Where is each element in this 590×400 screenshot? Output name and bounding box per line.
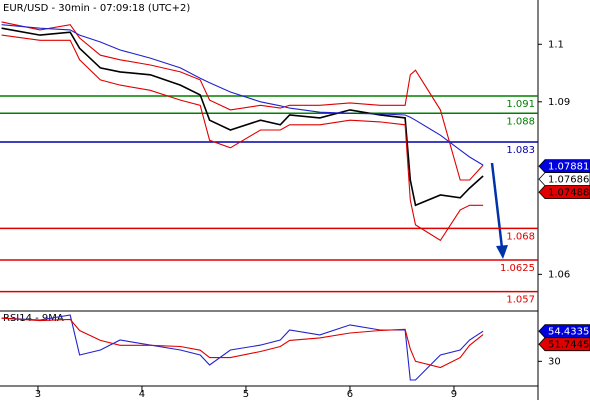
price-tag: 54.4335 (538, 324, 590, 339)
x-tick-label: 6 (347, 389, 353, 400)
price-tag-label: 1.07881 (548, 162, 589, 173)
y-tick-label: 30 (548, 356, 561, 367)
y-tick-label: 1.09 (548, 97, 570, 108)
price-tag-label: 1.07488 (548, 188, 589, 199)
x-tick-label: 3 (35, 389, 41, 400)
level-label: 1.083 (506, 145, 535, 156)
price-tag-box (538, 337, 590, 352)
price-tag-box (538, 185, 590, 200)
price-tag-box (538, 159, 590, 174)
x-tick-label: 5 (243, 389, 249, 400)
x-tick-label: 4 (139, 389, 145, 400)
price-tag: 51.7445 (538, 337, 590, 352)
series-line (1, 314, 484, 381)
series-line (1, 24, 484, 166)
price-tag-box (538, 172, 590, 187)
level-label: 1.091 (506, 99, 535, 110)
series-line (1, 317, 484, 369)
price-tag: 1.07488 (538, 185, 590, 200)
series-line (1, 34, 484, 242)
price-tag-label: 51.7445 (548, 340, 589, 351)
price-tag: 1.07881 (538, 159, 590, 174)
y-tick-label: 1.1 (548, 39, 564, 50)
level-label: 1.057 (506, 295, 535, 306)
series-line (1, 21, 484, 181)
series-line (1, 27, 484, 207)
y-tick-label: 1.06 (548, 269, 570, 280)
arrow-head (496, 245, 508, 259)
arrow-shaft (490, 162, 504, 249)
price-tag-label: 1.07686 (548, 175, 589, 186)
x-tick-label: 9 (451, 389, 457, 400)
level-label: 1.0625 (500, 263, 535, 274)
level-label: 1.088 (506, 116, 535, 127)
panel-title: RSI14 - 9MA (3, 313, 64, 324)
chart-title: EUR/USD - 30min - 07:09:18 (UTC+2) (3, 3, 190, 14)
price-tag-label: 54.4335 (548, 327, 589, 338)
level-label: 1.068 (506, 231, 535, 242)
price-tag-box (538, 324, 590, 339)
price-tag: 1.07686 (538, 172, 590, 187)
forecast-arrow (490, 162, 508, 259)
plot-area (0, 0, 538, 386)
